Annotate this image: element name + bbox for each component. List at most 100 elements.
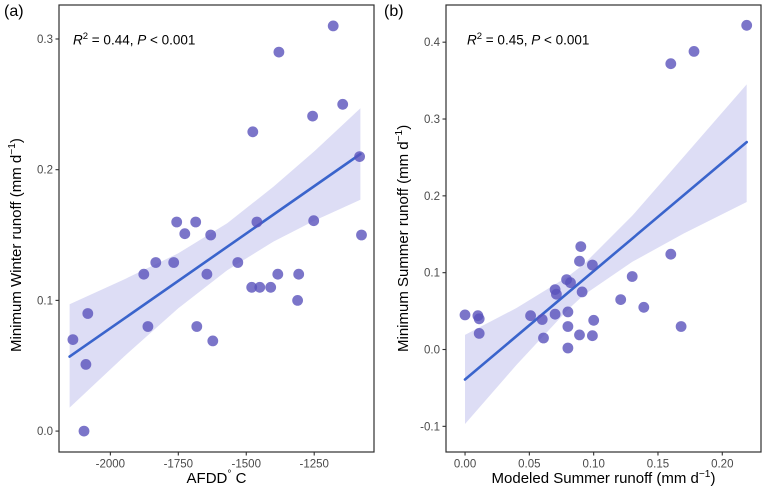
data-point <box>179 228 191 240</box>
x-axis-ticks: 0.00 0.05 0.10 0.15 0.20 <box>454 452 733 471</box>
data-point <box>272 268 284 280</box>
y-tick-label: 0.3 <box>424 114 440 126</box>
data-point <box>576 286 588 298</box>
data-point <box>675 321 687 332</box>
scatter-points <box>67 20 367 437</box>
data-point <box>247 126 259 138</box>
x-tick-label: 0.10 <box>582 459 604 471</box>
r-squared-value: = 0.44, <box>88 32 138 48</box>
data-point <box>562 342 574 354</box>
p-value: < 0.001 <box>540 32 590 48</box>
minus-one-superscript: −1 <box>394 129 405 142</box>
data-point <box>168 257 180 268</box>
data-point <box>265 281 277 293</box>
data-point <box>665 58 677 70</box>
data-point <box>201 268 213 280</box>
data-point <box>354 151 365 163</box>
y-tick-label: 0.0 <box>424 345 440 357</box>
data-point <box>588 314 600 326</box>
x-tick-label: -1250 <box>299 459 328 471</box>
r-squared-symbol: R <box>467 32 477 48</box>
x-axis-ticks: -2000 -1750 -1500 -1250 <box>96 452 329 471</box>
y-tick-label: 0.1 <box>37 295 53 307</box>
data-point <box>525 310 536 322</box>
minus-one-superscript: −1 <box>7 143 18 155</box>
data-point <box>574 255 585 267</box>
data-point <box>78 425 90 437</box>
x-tick-label: -2000 <box>96 459 125 471</box>
scatter-points <box>459 19 753 354</box>
data-point <box>246 281 258 293</box>
data-point <box>191 321 203 332</box>
data-point <box>67 334 79 345</box>
r-squared-value: = 0.45, <box>482 32 532 48</box>
x-tick-label: 0.05 <box>518 459 540 471</box>
data-point <box>626 271 638 282</box>
data-point <box>587 259 598 271</box>
data-point <box>473 328 485 339</box>
r-squared-exponent: 2 <box>476 31 483 42</box>
x-tick-label: -1500 <box>232 459 261 471</box>
data-point <box>190 216 202 228</box>
p-symbol: P <box>137 32 147 48</box>
data-point <box>293 268 305 280</box>
data-point <box>138 268 150 280</box>
regression-line <box>68 152 362 358</box>
minus-one-superscript: −1 <box>698 469 711 480</box>
data-point <box>307 110 318 122</box>
x-tick-label: 0.00 <box>454 459 476 471</box>
data-point <box>638 301 650 313</box>
y-axis-ticks: -0.1 0.0 0.1 0.2 0.3 0.4 <box>420 37 446 433</box>
y-tick-label: 0.1 <box>424 268 440 280</box>
panel-b: 0.00 0.05 0.10 0.15 0.20 -0.1 0.0 0.1 0.2 0.3 0.4 <box>420 4 762 471</box>
y-tick-label: 0.2 <box>37 165 53 177</box>
data-point <box>551 288 562 300</box>
y-tick-label: 0.2 <box>424 191 440 203</box>
data-point <box>562 321 574 332</box>
data-point <box>473 313 485 325</box>
data-point <box>356 229 367 241</box>
y-tick-label: 0.4 <box>424 37 441 49</box>
data-point <box>251 216 263 228</box>
panel-a-stats-annotation: R2 = 0.44, P < 0.001 <box>73 31 195 48</box>
data-point <box>549 308 561 320</box>
data-point <box>565 277 576 289</box>
p-value: < 0.001 <box>146 32 196 48</box>
panel-a-y-axis-title: Minimum Winter runoff (mm d−1) <box>7 138 25 352</box>
panel-b-tag: (b) <box>384 3 404 20</box>
data-point <box>292 295 303 306</box>
panel-border <box>58 4 375 453</box>
data-point <box>741 19 753 31</box>
data-point <box>536 314 548 325</box>
confidence-band <box>69 108 361 408</box>
panel-b-y-axis-title: Minimum Summer runoff (mm d−1) <box>394 124 412 352</box>
data-point <box>273 46 285 58</box>
data-point <box>587 330 598 342</box>
data-point <box>688 46 700 57</box>
data-point <box>574 329 585 341</box>
data-point <box>142 321 154 332</box>
data-point <box>82 308 94 319</box>
panel-b-stats-annotation: R2 = 0.45, P < 0.001 <box>467 31 589 48</box>
panel-border <box>445 4 762 453</box>
data-point <box>207 335 219 347</box>
data-point <box>562 306 574 318</box>
y-tick-label: -0.1 <box>420 421 440 433</box>
degree-superscript: ° <box>227 469 232 480</box>
data-point <box>615 294 627 305</box>
y-axis-ticks: 0.0 0.1 0.2 0.3 <box>37 34 59 438</box>
data-point <box>665 248 677 260</box>
p-symbol: P <box>531 32 541 48</box>
panel-a-x-axis-title: AFDD° C <box>186 469 247 487</box>
r-squared-exponent: 2 <box>82 31 89 42</box>
data-point <box>80 359 92 370</box>
data-point <box>337 98 349 110</box>
confidence-band <box>465 84 747 425</box>
data-point <box>459 309 471 321</box>
panel-a: -2000 -1750 -1500 -1250 0.0 0.1 0.2 0.3 <box>37 4 375 471</box>
regression-line <box>463 140 749 381</box>
panel-b-x-axis-title: Modeled Summer runoff (mm d−1) <box>491 469 716 487</box>
x-tick-label: -1750 <box>164 459 193 471</box>
